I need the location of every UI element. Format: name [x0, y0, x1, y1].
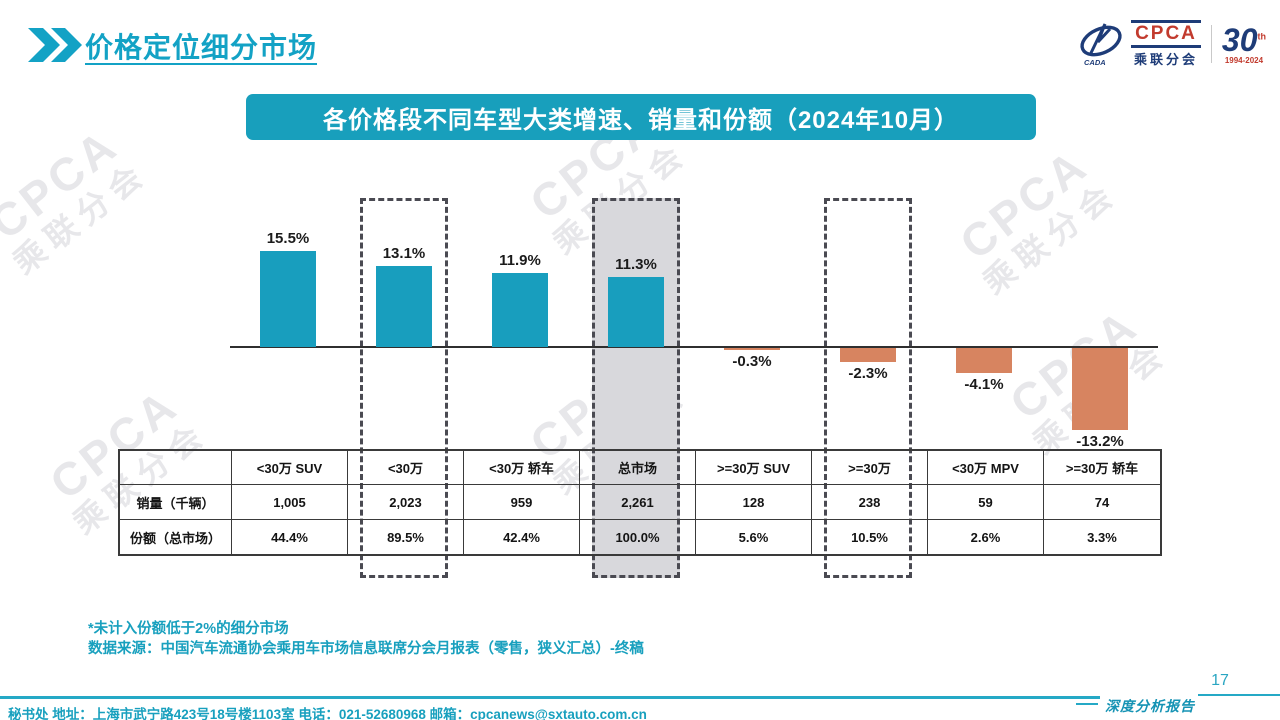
- table-value-cell: 128: [696, 485, 812, 520]
- table-header-cell: >=30万: [812, 451, 928, 485]
- data-table: <30万 SUV <30万 <30万 轿车 总市场 >=30万 SUV >=30万 <30万…: [118, 449, 1162, 556]
- table-header-cell: >=30万 SUV: [696, 451, 812, 485]
- bar-<30万 轿车: [492, 273, 548, 347]
- bar-value-label: -13.2%: [1076, 433, 1124, 450]
- table-value-cell: 74: [1044, 485, 1160, 520]
- table-header-cell: >=30万 轿车: [1044, 451, 1160, 485]
- table-row-label: 销量（千辆）: [120, 485, 232, 520]
- page-title: 价格定位细分市场: [85, 32, 318, 63]
- x-axis-line: [230, 346, 1158, 348]
- table-value-cell: 10.5%: [812, 520, 928, 554]
- bar-value-label: 11.3%: [615, 256, 657, 273]
- cpca-wordmark: CPCA 乘联分会: [1131, 20, 1201, 68]
- table-value-cell: 44.4%: [232, 520, 348, 554]
- bar-value-label: 15.5%: [266, 230, 310, 247]
- table-value-cell: 59: [928, 485, 1044, 520]
- bar-value-label: 13.1%: [382, 245, 426, 262]
- bar-value-label: -4.1%: [964, 376, 1004, 393]
- cada-text: CADA: [1084, 58, 1106, 67]
- footnotes: *未计入份额低于2%的细分市场 数据来源：中国汽车流通协会乘用车市场信息联席分会…: [88, 619, 644, 659]
- table-value-cell: 1,005: [232, 485, 348, 520]
- report-label: 深度分析报告: [1105, 700, 1195, 715]
- report-label-right-rule: [1198, 694, 1280, 696]
- footer-contact: 秘书处 地址：上海市武宁路423号18号楼1103室 电话：021-526809…: [8, 707, 647, 720]
- highlight-box-总市场: [592, 198, 680, 578]
- report-label-left-rule: [1076, 703, 1098, 705]
- cpca-watermark: CPCA 乘联分会: [0, 115, 154, 281]
- bar-<30万: [376, 266, 432, 347]
- table-value-cell: 42.4%: [464, 520, 580, 554]
- anniversary-suffix: th: [1257, 30, 1267, 41]
- footnote-source: 数据来源：中国汽车流通协会乘用车市场信息联席分会月报表（零售，狭义汇总）-终稿: [88, 641, 644, 657]
- table-value-cell: 5.6%: [696, 520, 812, 554]
- bar-<30万 SUV: [260, 251, 316, 347]
- logo-divider: [1210, 25, 1212, 63]
- cpca-watermark: CPCA 乘联分会: [946, 135, 1125, 301]
- double-chevron-icon: [28, 28, 82, 62]
- table-header-cell: <30万: [348, 451, 464, 485]
- footer-rule: [0, 696, 1100, 699]
- table-header-cell: <30万 轿车: [464, 451, 580, 485]
- anniversary-logo: 30th 1994-2024: [1222, 24, 1266, 65]
- table-value-cell: 959: [464, 485, 580, 520]
- chart-title-banner: 各价格段不同车型大类增速、销量和份额（2024年10月）: [246, 94, 1036, 140]
- footnote-exclusion: *未计入份额低于2%的细分市场: [88, 621, 289, 637]
- table-value-cell: 2,261: [580, 485, 696, 520]
- bar-value-label: 11.9%: [499, 252, 541, 269]
- table-value-cell: 2,023: [348, 485, 464, 520]
- table-header-cell: 总市场: [580, 451, 696, 485]
- bar-<30万 MPV: [956, 348, 1012, 373]
- table-value-cell: 2.6%: [928, 520, 1044, 554]
- table-value-cell: 100.0%: [580, 520, 696, 554]
- bar-value-label: -0.3%: [732, 353, 772, 370]
- cpca-logo: CADA CPCA 乘联分会 30th 1994-2024: [1077, 20, 1266, 68]
- bar->=30万 SUV: [724, 348, 780, 350]
- highlight-box-<30万: [360, 198, 448, 578]
- table-value-cell: 238: [812, 485, 928, 520]
- page-number: 17: [1211, 672, 1229, 689]
- anniversary-years: 1994-2024: [1224, 55, 1264, 65]
- anniversary-number: 30: [1221, 21, 1258, 58]
- table-header-cell: <30万 MPV: [928, 451, 1044, 485]
- table-header-cell: <30万 SUV: [232, 451, 348, 485]
- cpca-text: CPCA: [1131, 20, 1201, 48]
- cpca-emblem-icon: CADA: [1080, 23, 1122, 67]
- bar->=30万 轿车: [1072, 348, 1128, 430]
- highlight-box->=30万: [824, 198, 912, 578]
- bar->=30万: [840, 348, 896, 362]
- bar-value-label: -2.3%: [848, 365, 888, 382]
- bar-总市场: [608, 277, 664, 347]
- table-row-label: 份额（总市场）: [120, 520, 232, 554]
- cpca-subtitle: 乘联分会: [1133, 52, 1198, 67]
- table-corner-cell: [120, 451, 232, 485]
- table-value-cell: 89.5%: [348, 520, 464, 554]
- table-value-cell: 3.3%: [1087, 529, 1117, 545]
